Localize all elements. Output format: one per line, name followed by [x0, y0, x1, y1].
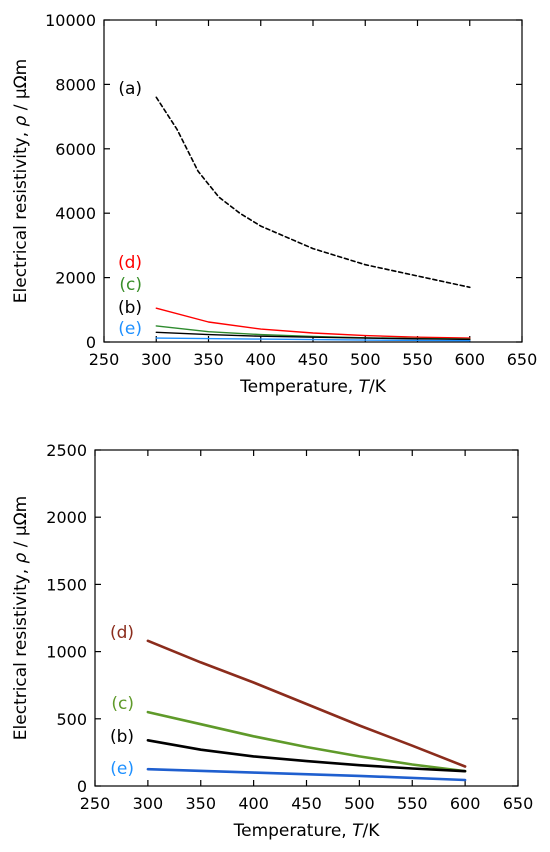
- x-tick-label: 250: [80, 794, 111, 813]
- x-tick-label: 450: [291, 794, 322, 813]
- plot-frame: [103, 19, 523, 343]
- x-tick-label: 500: [344, 794, 375, 813]
- y-tick-label: 2000: [46, 508, 87, 527]
- series-line-b: [146, 738, 467, 773]
- x-axis-label: Temperature, T/K: [233, 821, 381, 841]
- y-tick-label: 0: [86, 333, 96, 352]
- series-label-a: (a): [118, 79, 142, 99]
- y-tick-label: 8000: [55, 75, 96, 94]
- x-tick-label: 250: [89, 350, 120, 369]
- y-tick-label: 6000: [55, 140, 96, 159]
- x-axis-label: Temperature, T/K: [239, 377, 387, 397]
- y-tick-label: 1500: [46, 575, 87, 594]
- x-tick-label: 550: [402, 350, 433, 369]
- y-tick-label: 0: [77, 777, 87, 796]
- chart-panel-1: 250 300 350 400 450 500 550 600 650 0 2000 4000 6000…: [11, 11, 537, 397]
- series-line-c: [146, 710, 467, 773]
- y-tick-label: 1000: [46, 643, 87, 662]
- x-tick-label: 400: [245, 350, 276, 369]
- x-tick-label: 650: [507, 350, 538, 369]
- series-label-d: (d): [118, 253, 142, 273]
- x-tick-label: 500: [350, 350, 381, 369]
- series-label-c: (c): [111, 694, 134, 714]
- x-tick-label: 650: [503, 794, 534, 813]
- y-tick-label: 4000: [55, 204, 96, 223]
- series-label-c: (c): [119, 275, 142, 295]
- x-tick-label: 300: [141, 350, 172, 369]
- series-line-e: [155, 337, 471, 342]
- y-tick-label: 2500: [46, 441, 87, 460]
- series-label-e: (e): [110, 759, 134, 779]
- x-tick-label: 600: [454, 350, 485, 369]
- plot-frame: [94, 449, 519, 787]
- y-tick-label: 500: [56, 710, 87, 729]
- y-tick-label: 10000: [45, 11, 96, 30]
- x-tick-label: 350: [193, 350, 224, 369]
- x-tick-label: 600: [450, 794, 481, 813]
- chart-panel-2: 250 300 350 400 450 500 550 600 650 0 500 1000 1500 2…: [11, 441, 533, 841]
- x-tick-label: 400: [238, 794, 269, 813]
- series-line-d: [155, 307, 471, 339]
- x-tick-label: 450: [298, 350, 329, 369]
- y-tick-label: 2000: [55, 269, 96, 288]
- y-axis-label: Electrical resistivity, ρ / μΩm: [11, 496, 31, 740]
- x-tick-label: 350: [185, 794, 216, 813]
- series-line-a: [155, 96, 471, 289]
- series-label-d: (d): [110, 623, 134, 643]
- x-tick-label: 300: [133, 794, 164, 813]
- series-line-d: [146, 639, 467, 768]
- y-axis-label: Electrical resistivity, ρ / μΩm: [11, 59, 31, 303]
- series-label-b: (b): [118, 298, 142, 318]
- x-tick-label: 550: [397, 794, 428, 813]
- series-label-e: (e): [118, 319, 142, 339]
- series-label-b: (b): [110, 727, 134, 747]
- series-line-b: [155, 331, 471, 341]
- series-line-e: [146, 767, 467, 782]
